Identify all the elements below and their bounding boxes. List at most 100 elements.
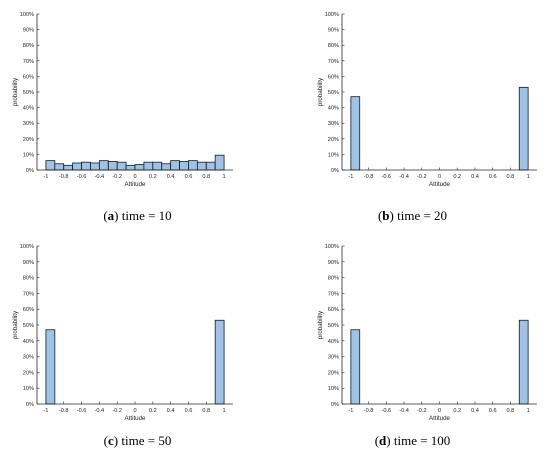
y-tick-label-b-8: 80% xyxy=(328,43,339,49)
x-tick-label-d-1: -0.8 xyxy=(364,408,374,414)
y-tick-label-b-7: 70% xyxy=(328,59,339,65)
y-tick-label-c-5: 50% xyxy=(23,323,34,329)
y-tick-label-a-3: 30% xyxy=(23,121,34,127)
x-tick-label-a-0: -1 xyxy=(43,174,48,180)
y-tick-label-d-9: 90% xyxy=(328,260,339,266)
x-tick-label-b-9: 0.8 xyxy=(507,174,515,180)
x-tick-label-c-6: 0.2 xyxy=(149,408,157,414)
caption-a-label: a xyxy=(107,208,115,223)
y-tick-label-c-1: 10% xyxy=(23,386,34,392)
y-tick-label-a-9: 90% xyxy=(23,28,34,34)
y-axis-label-c: probability xyxy=(12,310,19,339)
bar-d-0 xyxy=(350,329,361,405)
y-tick-label-d-0: 0% xyxy=(331,402,339,408)
bar-a-8 xyxy=(116,161,127,171)
y-tick-label-b-0: 0% xyxy=(331,168,339,174)
x-tick-label-a-2: -0.6 xyxy=(77,174,87,180)
y-tick-label-d-5: 50% xyxy=(328,323,339,329)
y-tick-label-a-8: 80% xyxy=(23,43,34,49)
x-tick-label-b-5: 0 xyxy=(438,174,441,180)
x-tick-label-c-5: 0 xyxy=(133,408,136,414)
y-tick-label-b-5: 50% xyxy=(328,90,339,96)
y-tick-label-a-4: 40% xyxy=(23,106,34,112)
caption-c: (c) time = 50 xyxy=(103,433,172,448)
y-tick-label-a-0: 0% xyxy=(26,168,34,174)
x-tick-label-d-7: 0.4 xyxy=(471,408,479,414)
bar-a-0 xyxy=(45,160,56,171)
x-tick-label-a-5: 0 xyxy=(133,174,136,180)
bar-a-15 xyxy=(179,161,189,171)
caption-a: (a) time = 10 xyxy=(103,208,172,223)
bar-a-19 xyxy=(214,154,225,171)
y-tick-label-d-2: 20% xyxy=(328,370,339,376)
caption-a-text: time = 10 xyxy=(118,208,172,223)
x-tick-label-c-8: 0.6 xyxy=(185,408,193,414)
y-axis-label-b: probability xyxy=(317,77,324,106)
bar-d-1 xyxy=(518,319,529,405)
caption-b-text: time = 20 xyxy=(393,208,448,223)
bar-b-0 xyxy=(350,96,361,171)
y-tick-label-d-4: 40% xyxy=(328,339,339,345)
x-axis-label-d: Attitude xyxy=(429,415,451,422)
y-tick-label-c-6: 60% xyxy=(23,307,34,313)
y-tick-label-a-2: 20% xyxy=(23,137,34,143)
bar-a-11 xyxy=(143,161,154,171)
bar-a-16 xyxy=(188,160,198,171)
bar-a-6 xyxy=(98,160,109,171)
y-tick-label-d-3: 30% xyxy=(328,355,339,361)
x-tick-label-b-7: 0.4 xyxy=(471,174,479,180)
x-tick-label-a-10: 1 xyxy=(223,174,226,180)
bar-a-18 xyxy=(205,161,216,171)
y-tick-label-c-2: 20% xyxy=(23,370,34,376)
y-tick-label-a-5: 50% xyxy=(23,90,34,96)
x-tick-label-d-4: -0.2 xyxy=(417,408,427,414)
caption-c-text: time = 50 xyxy=(118,433,172,448)
y-tick-label-a-6: 60% xyxy=(23,74,34,80)
x-tick-label-c-7: 0.4 xyxy=(167,408,175,414)
y-tick-label-d-1: 10% xyxy=(328,386,339,392)
caption-d-text: time = 100 xyxy=(390,433,451,448)
y-tick-label-b-4: 40% xyxy=(328,106,339,112)
y-tick-label-d-10: 100% xyxy=(325,244,339,250)
x-tick-label-c-4: -0.2 xyxy=(112,408,122,414)
x-tick-label-d-0: -1 xyxy=(348,408,353,414)
x-tick-label-b-2: -0.6 xyxy=(381,174,391,180)
y-tick-label-d-6: 60% xyxy=(328,307,339,313)
x-tick-label-a-6: 0.2 xyxy=(149,174,157,180)
x-tick-label-a-9: 0.8 xyxy=(202,174,210,180)
panel-c: 0% 10% 20% 30% 40% 50% 60% 70% 80% 90% 100% -1 -0.8 -… xyxy=(12,244,233,422)
caption-d-label: d xyxy=(379,433,387,448)
y-tick-label-c-8: 80% xyxy=(23,276,34,282)
x-tick-label-a-3: -0.4 xyxy=(95,174,105,180)
x-tick-label-b-10: 1 xyxy=(527,174,530,180)
bar-a-1 xyxy=(54,163,65,171)
x-tick-label-c-1: -0.8 xyxy=(59,408,69,414)
x-tick-label-a-7: 0.4 xyxy=(167,174,175,180)
x-tick-label-d-2: -0.6 xyxy=(381,408,391,414)
x-tick-label-c-10: 1 xyxy=(223,408,226,414)
x-tick-label-d-6: 0.2 xyxy=(453,408,461,414)
x-tick-label-a-4: -0.2 xyxy=(112,174,122,180)
caption-b-label: b xyxy=(382,208,390,223)
x-tick-label-b-3: -0.4 xyxy=(399,174,409,180)
bar-a-4 xyxy=(81,161,91,171)
caption-d: (d) time = 100 xyxy=(374,433,451,448)
x-tick-label-c-9: 0.8 xyxy=(202,408,210,414)
y-tick-label-c-3: 30% xyxy=(23,355,34,361)
y-tick-label-a-1: 10% xyxy=(23,152,34,158)
x-tick-label-d-5: 0 xyxy=(438,408,441,414)
y-tick-label-b-6: 60% xyxy=(328,74,339,80)
y-tick-label-d-7: 70% xyxy=(328,291,339,297)
y-tick-label-b-3: 30% xyxy=(328,121,339,127)
y-axis-label-a: probability xyxy=(12,77,19,106)
x-axis-label-a: Attitude xyxy=(125,181,147,188)
y-tick-label-c-10: 100% xyxy=(20,244,34,250)
x-tick-label-d-9: 0.8 xyxy=(507,408,515,414)
y-tick-label-b-2: 20% xyxy=(328,137,339,143)
bar-a-9 xyxy=(125,164,136,171)
x-tick-label-d-8: 0.6 xyxy=(489,408,497,414)
bar-a-7 xyxy=(107,161,118,171)
x-tick-label-b-6: 0.2 xyxy=(453,174,461,180)
x-tick-label-b-8: 0.6 xyxy=(489,174,497,180)
